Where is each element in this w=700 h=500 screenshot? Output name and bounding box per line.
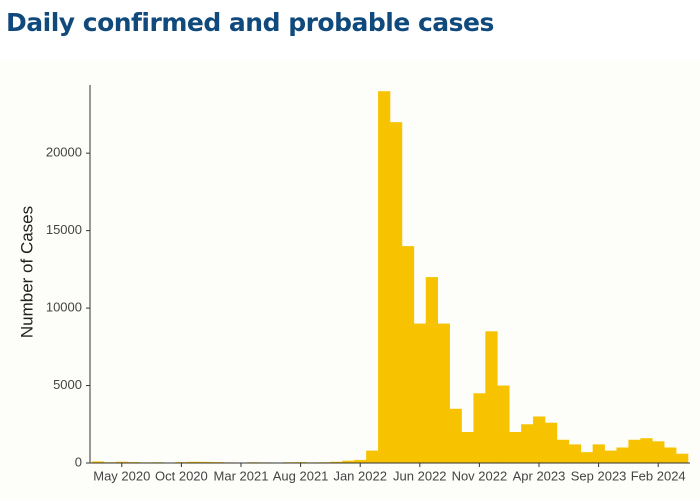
bar xyxy=(449,408,462,463)
y-axis-label: Number of Cases xyxy=(17,206,36,338)
bar xyxy=(413,323,427,463)
bar xyxy=(342,460,355,463)
x-tick-label: Jan 2022 xyxy=(333,468,387,483)
bar xyxy=(199,461,212,463)
bar xyxy=(676,453,689,463)
x-tick-label: Nov 2022 xyxy=(452,468,508,483)
bar xyxy=(330,461,343,463)
x-tick-label: May 2020 xyxy=(93,468,150,483)
plot-background xyxy=(0,60,700,500)
bar xyxy=(521,424,534,463)
bar xyxy=(640,438,653,463)
bar xyxy=(485,331,498,463)
y-tick-label: 10000 xyxy=(46,300,82,315)
bar xyxy=(497,385,510,463)
x-tick-label: Sep 2023 xyxy=(571,468,627,483)
x-tick-label: Mar 2021 xyxy=(214,468,269,483)
x-tick-label: Feb 2024 xyxy=(631,468,686,483)
x-tick-label: Oct 2020 xyxy=(155,468,208,483)
bar xyxy=(437,323,450,463)
x-tick-label: Apr 2023 xyxy=(513,468,566,483)
x-tick-label: Aug 2021 xyxy=(273,468,329,483)
chart: Number of Cases 0 5000 10000 15000 20000 May … xyxy=(0,60,700,500)
x-tick-label: Jun 2022 xyxy=(393,468,447,483)
y-tick-label: 20000 xyxy=(46,145,82,160)
bar xyxy=(628,439,641,463)
bar xyxy=(378,91,391,464)
bar xyxy=(92,461,105,463)
y-tick-label: 5000 xyxy=(53,377,82,392)
bar xyxy=(568,444,582,463)
bar xyxy=(390,122,403,463)
bar xyxy=(652,441,665,463)
bar xyxy=(544,422,558,463)
bar xyxy=(664,447,677,463)
bar xyxy=(187,461,200,463)
bar xyxy=(366,450,379,463)
bar xyxy=(115,461,129,463)
bar xyxy=(616,447,629,463)
bar xyxy=(425,277,438,463)
bar xyxy=(354,459,367,463)
bar xyxy=(580,452,593,463)
bar xyxy=(533,416,546,463)
y-tick-label: 15000 xyxy=(46,222,82,237)
bar xyxy=(604,450,617,463)
bar xyxy=(473,393,486,463)
bar xyxy=(592,444,605,463)
bar xyxy=(461,432,474,463)
bar xyxy=(509,432,522,463)
bar xyxy=(556,439,570,463)
y-tick-label: 0 xyxy=(75,454,82,469)
bar xyxy=(401,246,415,463)
chart-title: Daily confirmed and probable cases xyxy=(6,8,494,37)
